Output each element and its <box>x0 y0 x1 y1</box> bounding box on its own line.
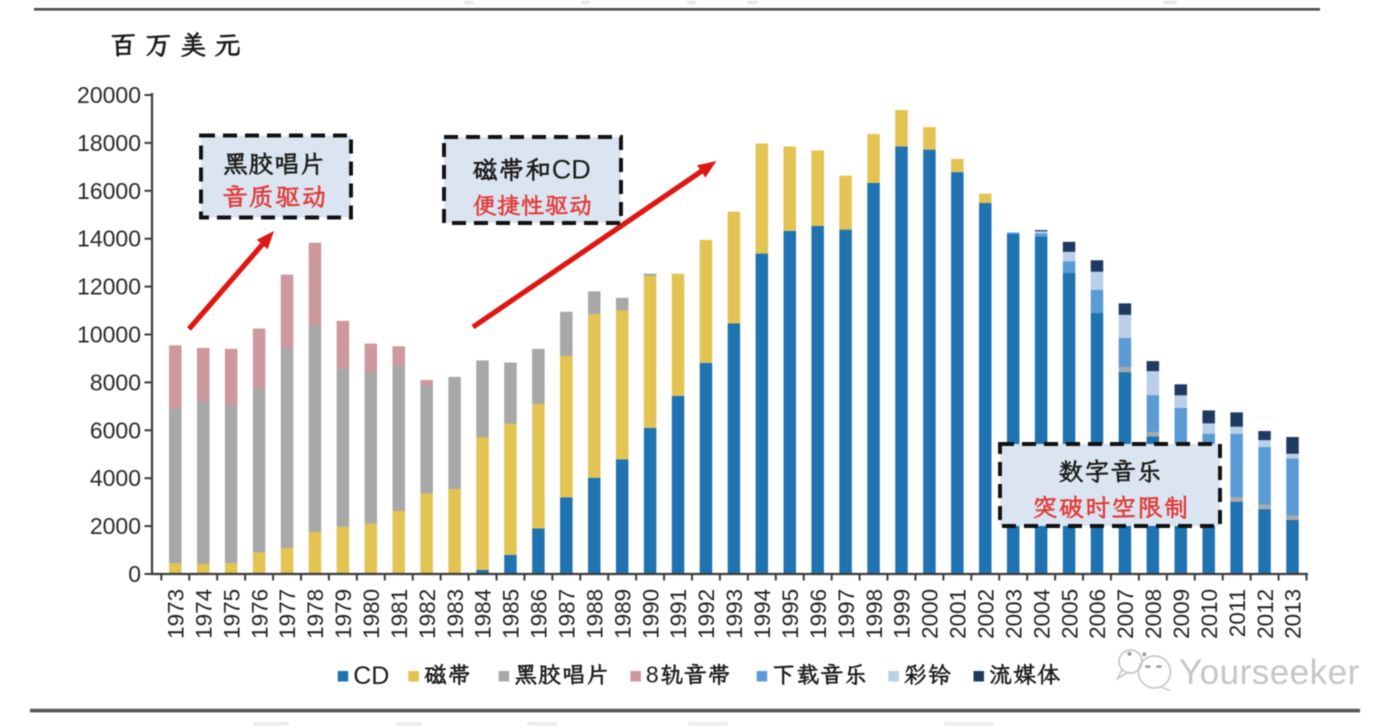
svg-text:1977: 1977 <box>275 589 300 639</box>
svg-text:1981: 1981 <box>387 589 412 639</box>
svg-text:2006: 2006 <box>1085 589 1110 639</box>
svg-text:2001: 2001 <box>946 589 971 639</box>
svg-text:1988: 1988 <box>583 589 608 639</box>
svg-text:16000: 16000 <box>77 178 141 204</box>
svg-text:10000: 10000 <box>77 322 141 348</box>
svg-text:4000: 4000 <box>90 465 141 491</box>
svg-text:1976: 1976 <box>247 589 272 639</box>
svg-text:2007: 2007 <box>1113 589 1138 639</box>
svg-text:12000: 12000 <box>77 274 141 300</box>
svg-text:1974: 1974 <box>191 589 216 639</box>
svg-text:6000: 6000 <box>90 417 141 443</box>
svg-text:1980: 1980 <box>359 589 384 639</box>
svg-text:1992: 1992 <box>694 589 719 639</box>
svg-text:2004: 2004 <box>1029 589 1054 639</box>
svg-text:1991: 1991 <box>666 589 691 639</box>
svg-text:1978: 1978 <box>303 589 328 639</box>
svg-text:1979: 1979 <box>331 589 356 639</box>
svg-text:2013: 2013 <box>1281 589 1306 639</box>
svg-text:8: 8 <box>646 662 659 688</box>
svg-text:1983: 1983 <box>443 589 468 639</box>
svg-text:CD: CD <box>552 155 591 185</box>
svg-text:1994: 1994 <box>750 589 775 639</box>
svg-text:1996: 1996 <box>806 589 831 639</box>
svg-text:2010: 2010 <box>1197 589 1222 639</box>
svg-text:1986: 1986 <box>527 589 552 639</box>
svg-text:1973: 1973 <box>164 589 189 639</box>
svg-text:2008: 2008 <box>1141 589 1166 639</box>
svg-text:1999: 1999 <box>890 589 915 639</box>
svg-text:0: 0 <box>128 561 141 587</box>
svg-text:2005: 2005 <box>1057 589 1082 639</box>
svg-text:2003: 2003 <box>1001 589 1026 639</box>
svg-text:CD: CD <box>353 662 389 690</box>
svg-text:2002: 2002 <box>974 589 999 639</box>
svg-text:1990: 1990 <box>638 589 663 639</box>
svg-text:1989: 1989 <box>610 589 635 639</box>
svg-text:1975: 1975 <box>219 589 244 639</box>
svg-text:2000: 2000 <box>918 589 943 639</box>
svg-text:14000: 14000 <box>77 226 141 252</box>
svg-text:1993: 1993 <box>722 589 747 639</box>
svg-text:1984: 1984 <box>471 589 496 639</box>
svg-text:1997: 1997 <box>834 589 859 639</box>
svg-text:20000: 20000 <box>77 82 141 108</box>
svg-text:8000: 8000 <box>90 369 141 395</box>
svg-text:1982: 1982 <box>415 589 440 639</box>
svg-text:2012: 2012 <box>1253 589 1278 639</box>
svg-text:2000: 2000 <box>90 513 141 539</box>
svg-text:1987: 1987 <box>555 589 580 639</box>
svg-text:2009: 2009 <box>1169 589 1194 639</box>
svg-text:1985: 1985 <box>499 589 524 639</box>
svg-text:2011: 2011 <box>1225 589 1250 637</box>
svg-text:1998: 1998 <box>862 589 887 639</box>
svg-text:1995: 1995 <box>778 589 803 639</box>
svg-text:Yourseeker: Yourseeker <box>1179 653 1360 692</box>
svg-text:18000: 18000 <box>77 130 141 156</box>
